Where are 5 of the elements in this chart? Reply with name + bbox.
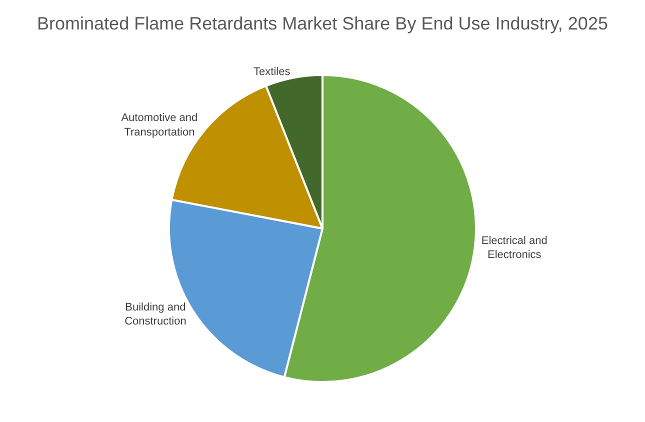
- slice-label: Electrical and Electronics: [481, 234, 548, 262]
- chart-title: Brominated Flame Retardants Market Share By End Use Industry, 2025: [37, 13, 608, 34]
- slice-label: Automotive and Transportation: [121, 112, 198, 138]
- slice-label: Textiles: [254, 66, 291, 78]
- slice-label: Building and Construction: [124, 301, 186, 328]
